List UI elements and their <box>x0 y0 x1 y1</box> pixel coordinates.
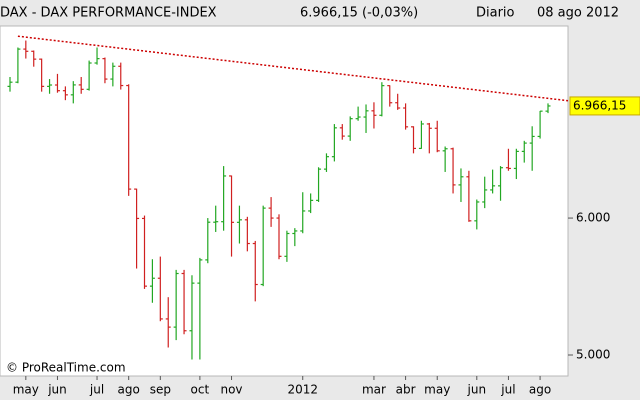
x-tick-label: jul <box>89 383 104 397</box>
x-tick-label: oct <box>191 383 210 397</box>
chart-title: DAX - DAX PERFORMANCE-INDEX <box>0 6 217 21</box>
x-tick-label: abr <box>396 383 416 397</box>
y-tick-label: 6.000 <box>576 211 610 225</box>
x-tick-label: 2012 <box>287 383 318 397</box>
y-tick-label: 5.000 <box>576 347 610 361</box>
trendline <box>17 35 569 102</box>
x-tick-label: mar <box>362 383 386 397</box>
last-price-box <box>569 96 640 116</box>
x-tick-label: sep <box>150 383 171 397</box>
x-tick-label: ago <box>118 383 140 397</box>
copyright: © ProRealTime.com <box>6 361 126 375</box>
last-price-label: 6.966,15 <box>573 98 626 112</box>
x-tick-label: jun <box>47 383 67 397</box>
x-tick-label: nov <box>220 383 242 397</box>
x-tick-label: may <box>13 383 39 397</box>
x-tick-label: jun <box>467 383 487 397</box>
x-tick-label: ago <box>529 383 551 397</box>
x-tick-label: may <box>424 383 450 397</box>
date: 08 ago 2012 <box>537 6 619 21</box>
chart-subtitle: 6.966,15 (-0,03%) <box>300 6 418 21</box>
period: Diario <box>476 6 515 21</box>
x-tick-label: jul <box>500 383 515 397</box>
plot-area <box>0 25 569 377</box>
